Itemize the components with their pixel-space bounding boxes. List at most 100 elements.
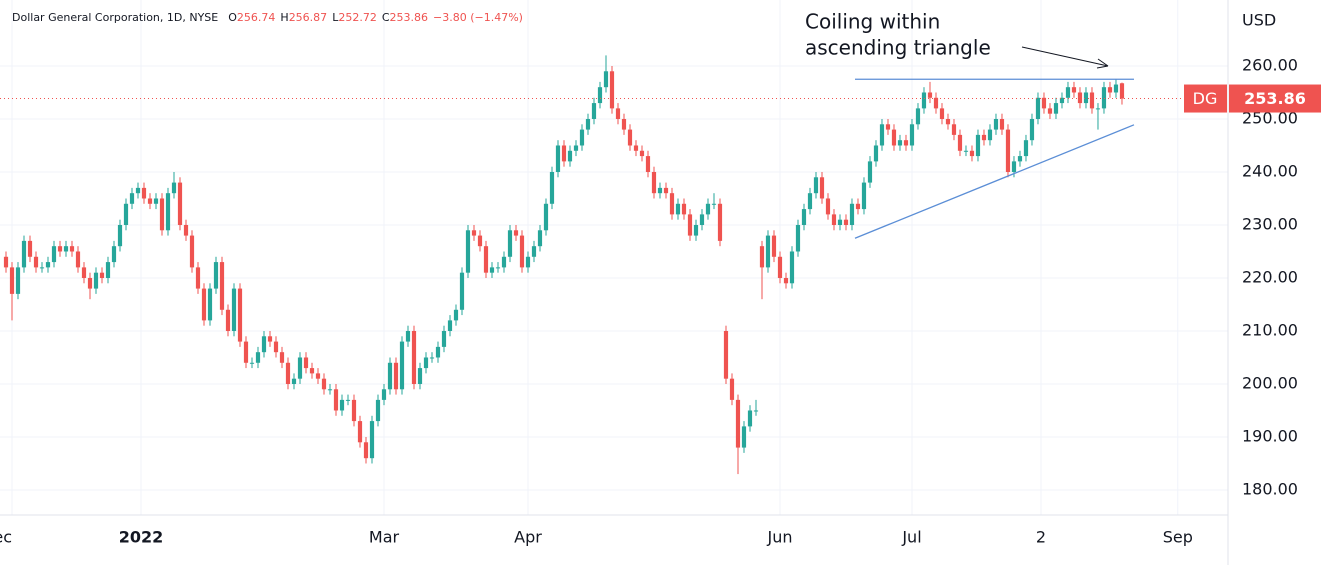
candle-body	[747, 410, 753, 427]
symbol-title: Dollar General Corporation, 1D, NYSE	[12, 11, 218, 24]
ohlc-value: 253.86	[390, 11, 429, 24]
candle-body	[63, 246, 69, 252]
candle-body	[369, 421, 375, 459]
candle-body	[9, 267, 15, 294]
candle-body	[999, 118, 1005, 130]
candle-body	[753, 410, 759, 412]
candle-body	[717, 203, 723, 241]
x-tick-label: 2	[1036, 528, 1046, 547]
candle-body	[939, 108, 945, 119]
candle-body	[75, 251, 81, 268]
x-tick-label: Mar	[369, 528, 400, 547]
candle-body	[933, 97, 939, 109]
candle-body	[189, 235, 195, 268]
candle-body	[183, 224, 189, 236]
candle-body	[819, 177, 825, 199]
candle-body	[243, 341, 249, 363]
y-tick-label: 210.00	[1242, 320, 1298, 339]
candle-body	[99, 272, 105, 278]
candle-body	[147, 198, 153, 204]
candle-body	[495, 267, 501, 269]
currency-label: USD	[1242, 11, 1276, 30]
candle-body	[459, 272, 465, 310]
candle-body	[267, 336, 273, 342]
candle-body	[927, 92, 933, 98]
candle-body	[765, 235, 771, 268]
candle-body	[411, 330, 417, 384]
candle-body	[153, 198, 159, 204]
candle-body	[843, 219, 849, 225]
candle-body	[141, 187, 147, 199]
candle-body	[207, 288, 213, 321]
candle-body	[1059, 97, 1065, 104]
candle-body	[909, 124, 915, 146]
candle-body	[33, 256, 39, 268]
candle-body	[225, 309, 231, 331]
candle-body	[573, 145, 579, 151]
candle-body	[969, 150, 975, 157]
candle-body	[1065, 87, 1071, 98]
candle-body	[807, 193, 813, 210]
candle-body	[1005, 129, 1011, 172]
annotation: Coiling within	[805, 10, 940, 34]
candle-body	[993, 118, 999, 130]
candle-body	[777, 256, 783, 278]
candle-body	[159, 198, 165, 231]
candle-body	[591, 103, 597, 119]
candle-body	[537, 230, 543, 247]
candle-body	[1089, 92, 1095, 109]
candle-body	[135, 187, 141, 194]
candle-body	[477, 235, 483, 247]
ohlc-value: 256.74	[237, 11, 276, 24]
candle-body	[363, 442, 369, 459]
candle-body	[711, 203, 717, 205]
candle-body	[771, 235, 777, 257]
candle-body	[333, 389, 339, 411]
candle-body	[81, 267, 87, 278]
candle-body	[501, 256, 507, 268]
candle-body	[1095, 108, 1101, 110]
candle-body	[525, 256, 531, 268]
price-tag	[1229, 84, 1321, 113]
candle-body	[729, 378, 735, 400]
candle-body	[561, 145, 567, 162]
candle-body	[567, 150, 573, 162]
candle-body	[549, 171, 555, 204]
candle-body	[903, 140, 909, 146]
candle-body	[1035, 97, 1041, 119]
candle-body	[519, 235, 525, 268]
annotation: ascending triangle	[805, 36, 991, 60]
candle-body	[507, 230, 513, 257]
candle-body	[1011, 161, 1017, 172]
x-tick-label: Jul	[901, 528, 921, 547]
candle-body	[195, 267, 201, 289]
candle-body	[741, 426, 747, 448]
candle-body	[861, 182, 867, 210]
x-tick-label: 2022	[119, 528, 164, 547]
candle-body	[69, 246, 75, 252]
candle-body	[321, 378, 327, 390]
candle-body	[255, 352, 261, 363]
candle-body	[627, 129, 633, 146]
y-tick-label: 240.00	[1242, 161, 1298, 180]
y-tick-label: 190.00	[1242, 426, 1298, 445]
header: Dollar General Corporation, 1D, NYSE O256…	[12, 11, 523, 24]
candle-body	[759, 246, 765, 268]
x-tick-label: Jun	[766, 528, 792, 547]
candle-body	[45, 262, 51, 268]
candle-body	[381, 389, 387, 400]
candle-body	[597, 87, 603, 104]
y-tick-label: 230.00	[1242, 214, 1298, 233]
candle-body	[285, 362, 291, 384]
candle-body	[801, 209, 807, 225]
candle-body	[825, 198, 831, 215]
change-label: −3.80 (−1.47%)	[433, 11, 523, 24]
candle-body	[513, 230, 519, 236]
candle-body	[609, 71, 615, 109]
candle-body	[849, 203, 855, 225]
candle-body	[1041, 97, 1047, 109]
candle-body	[393, 362, 399, 390]
x-tick-label: Apr	[514, 528, 542, 547]
candle-body	[57, 246, 63, 252]
